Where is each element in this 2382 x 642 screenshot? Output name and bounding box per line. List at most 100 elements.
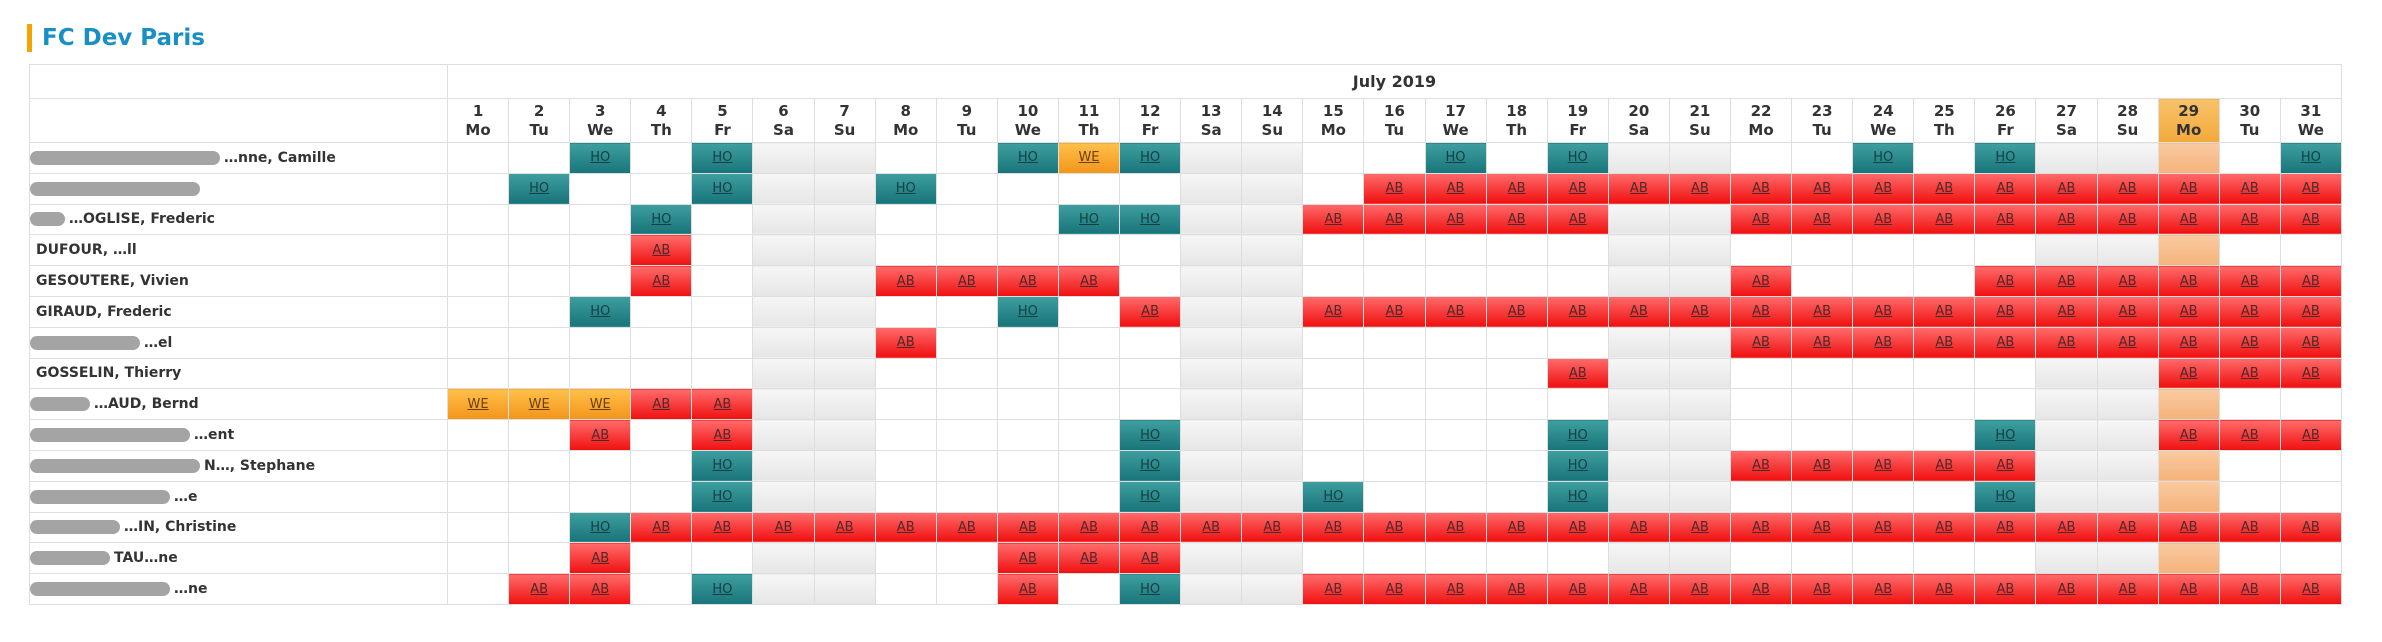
leave-code-link-ab[interactable]: AB	[530, 581, 549, 597]
day-cell[interactable]: AB	[1913, 511, 1976, 544]
day-cell[interactable]: HO	[691, 142, 754, 174]
day-cell[interactable]: AB	[2035, 295, 2098, 328]
day-cell[interactable]: AB	[1546, 573, 1609, 605]
day-cell[interactable]: AB	[2096, 326, 2159, 359]
leave-code-link-ab[interactable]: AB	[1996, 181, 2015, 197]
day-cell[interactable]: AB	[1485, 511, 1548, 544]
leave-code-link-ab[interactable]: AB	[1446, 181, 1465, 197]
day-cell[interactable]: AB	[1302, 511, 1365, 544]
leave-code-link-ab[interactable]: AB	[1385, 519, 1404, 535]
leave-code-link-ab[interactable]: AB	[1385, 304, 1404, 320]
leave-code-link-ab[interactable]: AB	[1629, 519, 1648, 535]
leave-code-link-ab[interactable]: AB	[2240, 273, 2259, 289]
leave-code-link-ab[interactable]: AB	[1385, 181, 1404, 197]
leave-code-link-ab[interactable]: AB	[1629, 581, 1648, 597]
leave-code-link-ab[interactable]: AB	[1874, 519, 1893, 535]
leave-code-link-ab[interactable]: AB	[2118, 519, 2137, 535]
day-cell[interactable]: AB	[1119, 511, 1182, 544]
day-cell[interactable]: AB	[935, 265, 998, 297]
day-cell[interactable]: AB	[2279, 419, 2342, 451]
day-cell[interactable]: AB	[1791, 326, 1854, 359]
day-cell[interactable]: AB	[508, 573, 571, 605]
day-cell[interactable]: AB	[1607, 573, 1670, 605]
leave-code-link-we[interactable]: WE	[467, 396, 489, 412]
leave-code-link-ab[interactable]: AB	[896, 335, 915, 351]
day-cell[interactable]: AB	[1668, 511, 1731, 544]
day-cell[interactable]: AB	[1913, 295, 1976, 328]
day-cell[interactable]: AB	[2279, 357, 2342, 390]
day-cell[interactable]: AB	[1791, 449, 1854, 482]
leave-code-link-ho[interactable]: HO	[1140, 427, 1161, 443]
leave-code-link-ab[interactable]: AB	[1935, 304, 1954, 320]
day-cell[interactable]: HO	[1119, 419, 1182, 451]
leave-code-link-ab[interactable]: AB	[652, 396, 671, 412]
leave-code-link-ab[interactable]: AB	[1752, 211, 1770, 227]
day-cell[interactable]: AB	[1729, 172, 1793, 205]
leave-code-link-ho[interactable]: HO	[1995, 427, 2016, 443]
leave-code-link-ho[interactable]: HO	[1140, 211, 1161, 227]
leave-code-link-ab[interactable]: AB	[1568, 581, 1587, 597]
day-cell[interactable]: WE	[1057, 142, 1121, 174]
day-cell[interactable]: HO	[1119, 142, 1182, 174]
day-cell[interactable]: AB	[2218, 573, 2281, 605]
leave-code-link-ab[interactable]: AB	[1752, 581, 1770, 597]
day-cell[interactable]: AB	[1974, 203, 2037, 236]
leave-code-link-ho[interactable]: HO	[1017, 304, 1038, 320]
leave-code-link-ab[interactable]: AB	[1874, 581, 1893, 597]
day-cell[interactable]: AB	[1302, 203, 1365, 236]
leave-code-link-ab[interactable]: AB	[1324, 211, 1343, 227]
day-cell[interactable]: AB	[1363, 295, 1426, 328]
day-cell[interactable]: AB	[569, 542, 632, 575]
day-cell[interactable]: AB	[1363, 573, 1426, 605]
day-cell[interactable]: AB	[2279, 295, 2342, 328]
leave-code-link-ab[interactable]: AB	[2301, 581, 2320, 597]
day-cell[interactable]: AB	[874, 265, 937, 297]
leave-code-link-ab[interactable]: AB	[835, 519, 854, 535]
leave-code-link-ab[interactable]: AB	[2179, 581, 2198, 597]
day-cell[interactable]: AB	[1546, 357, 1609, 390]
day-cell[interactable]: AB	[630, 388, 693, 421]
leave-code-link-ab[interactable]: AB	[1996, 304, 2015, 320]
leave-code-link-ab[interactable]: AB	[1874, 181, 1893, 197]
day-cell[interactable]: AB	[1974, 265, 2037, 297]
leave-code-link-ho[interactable]: HO	[895, 181, 916, 197]
leave-code-link-ab[interactable]: AB	[1507, 581, 1526, 597]
leave-code-link-ab[interactable]: AB	[957, 519, 976, 535]
day-cell[interactable]: AB	[2035, 265, 2098, 297]
leave-code-link-ab[interactable]: AB	[1202, 519, 1221, 535]
leave-code-link-ho[interactable]: HO	[2300, 150, 2321, 166]
leave-code-link-ho[interactable]: HO	[1567, 489, 1588, 505]
day-cell[interactable]: AB	[1852, 172, 1915, 205]
day-cell[interactable]: HO	[1057, 203, 1121, 236]
day-cell[interactable]: AB	[1852, 295, 1915, 328]
day-cell[interactable]: AB	[1424, 172, 1487, 205]
leave-code-link-ho[interactable]: HO	[712, 458, 733, 474]
day-cell[interactable]: HO	[691, 573, 754, 605]
day-cell[interactable]: AB	[996, 511, 1059, 544]
day-cell[interactable]: AB	[1791, 573, 1854, 605]
day-cell[interactable]: AB	[2157, 419, 2220, 451]
leave-code-link-ab[interactable]: AB	[1752, 273, 1770, 289]
day-cell[interactable]: AB	[630, 234, 693, 267]
day-cell[interactable]: WE	[446, 388, 510, 421]
day-cell[interactable]: AB	[1057, 511, 1121, 544]
day-cell[interactable]: HO	[1546, 449, 1609, 482]
leave-code-link-ab[interactable]: AB	[2301, 211, 2320, 227]
leave-code-link-ab[interactable]: AB	[2179, 211, 2198, 227]
leave-code-link-ab[interactable]: AB	[1507, 211, 1526, 227]
day-cell[interactable]: AB	[1913, 326, 1976, 359]
leave-code-link-ab[interactable]: AB	[896, 273, 915, 289]
leave-code-link-ab[interactable]: AB	[1813, 304, 1832, 320]
leave-code-link-ab[interactable]: AB	[1263, 519, 1282, 535]
leave-code-link-ab[interactable]: AB	[1568, 519, 1587, 535]
leave-code-link-ab[interactable]: AB	[2301, 304, 2320, 320]
leave-code-link-ab[interactable]: AB	[1874, 304, 1893, 320]
leave-code-link-ab[interactable]: AB	[2240, 581, 2259, 597]
day-cell[interactable]: AB	[1546, 203, 1609, 236]
day-cell[interactable]: AB	[1852, 511, 1915, 544]
day-cell[interactable]: HO	[1119, 203, 1182, 236]
day-cell[interactable]: AB	[2157, 265, 2220, 297]
day-cell[interactable]: AB	[2096, 295, 2159, 328]
leave-code-link-ab[interactable]: AB	[1996, 273, 2015, 289]
leave-code-link-ab[interactable]: AB	[1018, 519, 1037, 535]
